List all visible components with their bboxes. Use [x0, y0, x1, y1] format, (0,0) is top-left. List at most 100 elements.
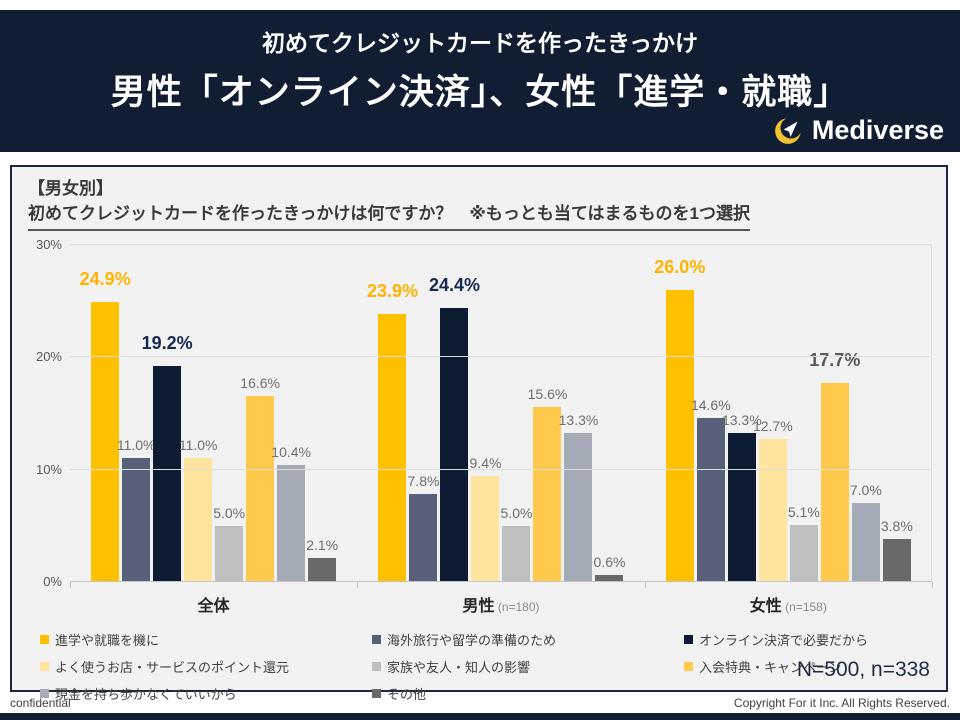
legend-swatch: [372, 635, 381, 644]
y-tick-label: 30%: [35, 237, 62, 252]
bar: 17.7%: [809, 350, 860, 582]
bar-value-label: 13.3%: [558, 411, 599, 428]
chart-panel: 【男女別】 初めてクレジットカードを作ったきっかけは何ですか？ ※もっとも当ては…: [10, 165, 948, 702]
legend-item: よく使うお店・サービスのポイント還元: [40, 657, 372, 676]
bar: 5.0%: [213, 505, 245, 582]
bar: 23.9%: [367, 281, 418, 582]
bar: 0.6%: [594, 554, 625, 582]
legend-swatch: [40, 689, 49, 698]
legend-label: オンライン決済で必要だから: [699, 633, 869, 648]
bar-group: 24.9% 11.0% 19.2% 11.0% 5.0% 16.6% 10.4% 2.1%: [70, 245, 357, 582]
bar-value-label: 5.0%: [500, 504, 533, 521]
bar-value-label: 7.8%: [407, 473, 440, 490]
legend-item: 進学や就職を機に: [40, 630, 372, 649]
header-banner: 初めてクレジットカードを作ったきっかけ 男性「オンライン決済」、女性「進学・就職…: [0, 10, 960, 152]
footer-accent-bar: [0, 713, 960, 720]
legend-label: よく使うお店・サービスのポイント還元: [55, 660, 290, 675]
footer: confidential Copyright For it Inc. All R…: [0, 692, 960, 713]
plot-right-border: [931, 245, 932, 582]
bar-value-label: 14.6%: [690, 397, 731, 413]
legend-item: 入会特典・キャンペーン: [684, 657, 930, 676]
bar-value-label: 24.4%: [428, 274, 481, 295]
page-title: 男性「オンライン決済」、女性「進学・就職」: [110, 73, 850, 112]
bar-value-label: 16.6%: [240, 374, 281, 391]
bar: 11.0%: [179, 437, 217, 582]
x-axis-labels: 全体 男性 (n=180) 女性 (n=158): [70, 592, 932, 616]
gridline: [70, 244, 932, 245]
bar: 13.3%: [722, 412, 762, 582]
bar: 15.6%: [528, 386, 567, 582]
bar-value-label: 5.0%: [213, 504, 246, 521]
y-tick-label: 20%: [35, 349, 62, 365]
bar-group: 23.9% 7.8% 24.4% 9.4% 5.0% 15.6% 13.3% 0.6%: [357, 245, 644, 582]
bar: 5.1%: [788, 504, 820, 582]
legend-item: 家族や友人・知人の影響: [372, 657, 684, 676]
bar-value-label: 9.4%: [469, 455, 502, 472]
bar-value-label: 11.0%: [116, 437, 156, 454]
group-sample-size: (n=158): [781, 600, 827, 614]
bar: 9.4%: [470, 455, 501, 582]
y-tick-label: 10%: [35, 461, 62, 477]
bar-groups: 24.9% 11.0% 19.2% 11.0% 5.0% 16.6% 10.4% 2.1% 23…: [70, 245, 932, 582]
bar-value-label: 17.7%: [809, 350, 861, 371]
x-axis-tick: [932, 582, 933, 588]
bar: 16.6%: [240, 375, 280, 582]
bar-value-label: 15.6%: [527, 385, 568, 402]
bar: 24.4%: [429, 275, 480, 582]
bar: 7.0%: [850, 482, 882, 582]
bar: 26.0%: [654, 257, 705, 582]
legend-label: 進学や就職を機に: [55, 633, 160, 648]
bar-value-label: 24.9%: [79, 269, 131, 290]
legend-swatch: [40, 635, 49, 644]
bar: 24.9%: [80, 269, 131, 582]
bar-value-label: 2.1%: [306, 537, 339, 554]
x-axis-tick: [357, 582, 359, 588]
x-axis-tick: [70, 582, 71, 588]
sample-size-note: N=500, n=338: [796, 658, 930, 681]
legend-item: 海外旅行や留学の準備のため: [372, 630, 684, 649]
gridline: [70, 356, 932, 358]
bar-value-label: 13.3%: [721, 411, 762, 428]
bar-value-label: 26.0%: [654, 256, 706, 277]
bar: 3.8%: [881, 518, 913, 582]
chart-heading-category: 【男女別】: [28, 179, 113, 198]
bar-value-label: 11.0%: [178, 437, 218, 454]
chart-plot-area: 24.9% 11.0% 19.2% 11.0% 5.0% 16.6% 10.4% 2.1% 23…: [36, 237, 933, 589]
legend-label: 入会特典・キャンペーン: [699, 660, 842, 675]
bar: 10.4%: [271, 444, 311, 582]
x-axis-tick: [644, 582, 646, 588]
chart-legend: 進学や就職を機に 海外旅行や留学の準備のため オンライン決済で必要だからよく使うお店…: [40, 630, 930, 703]
bar-value-label: 10.4%: [271, 444, 312, 461]
bar: 12.7%: [753, 418, 793, 582]
bar-value-label: 3.8%: [880, 518, 913, 535]
brand-name: Mediverse: [811, 114, 944, 145]
bar-value-label: 12.7%: [752, 418, 793, 435]
bar-group: 26.0% 14.6% 13.3% 12.7% 5.1% 17.7% 7.0% 3.8%: [645, 245, 932, 582]
legend-label: 海外旅行や留学の準備のため: [387, 633, 557, 648]
x-axis-group-label: 全体: [70, 592, 357, 616]
legend-label: 家族や友人・知人の影響: [387, 660, 531, 675]
y-tick-label: 0%: [43, 574, 62, 589]
legend-label: その他: [387, 687, 427, 702]
chart-heading: 【男女別】 初めてクレジットカードを作ったきっかけは何ですか？ ※もっとも当ては…: [12, 167, 946, 231]
legend-swatch: [372, 662, 381, 671]
legend-swatch: [40, 662, 49, 671]
legend-label: 現金を持ち歩かなくていいから: [55, 687, 237, 702]
gridline: [70, 468, 932, 470]
group-name: 男性: [462, 598, 495, 615]
legend-swatch: [684, 662, 693, 671]
bar: 19.2%: [142, 333, 193, 582]
brand-logo: Mediverse: [773, 114, 944, 146]
footer-copyright: Copyright For it Inc. All Rights Reserve…: [733, 695, 950, 710]
bar: 11.0%: [117, 437, 155, 582]
legend-item: その他: [372, 684, 684, 703]
bar: 13.3%: [559, 412, 598, 582]
legend-swatch: [684, 635, 693, 644]
bar: 7.8%: [408, 473, 439, 582]
header-subtitle: 初めてクレジットカードを作ったきっかけ: [261, 30, 699, 56]
chart-heading-question: 初めてクレジットカードを作ったきっかけは何ですか？ ※もっとも当てはまるものを1…: [28, 201, 750, 231]
group-name: 女性: [749, 598, 782, 615]
x-axis-group-label: 男性 (n=180): [357, 592, 644, 616]
bar-value-label: 5.1%: [787, 503, 820, 520]
group-name: 全体: [197, 598, 230, 615]
